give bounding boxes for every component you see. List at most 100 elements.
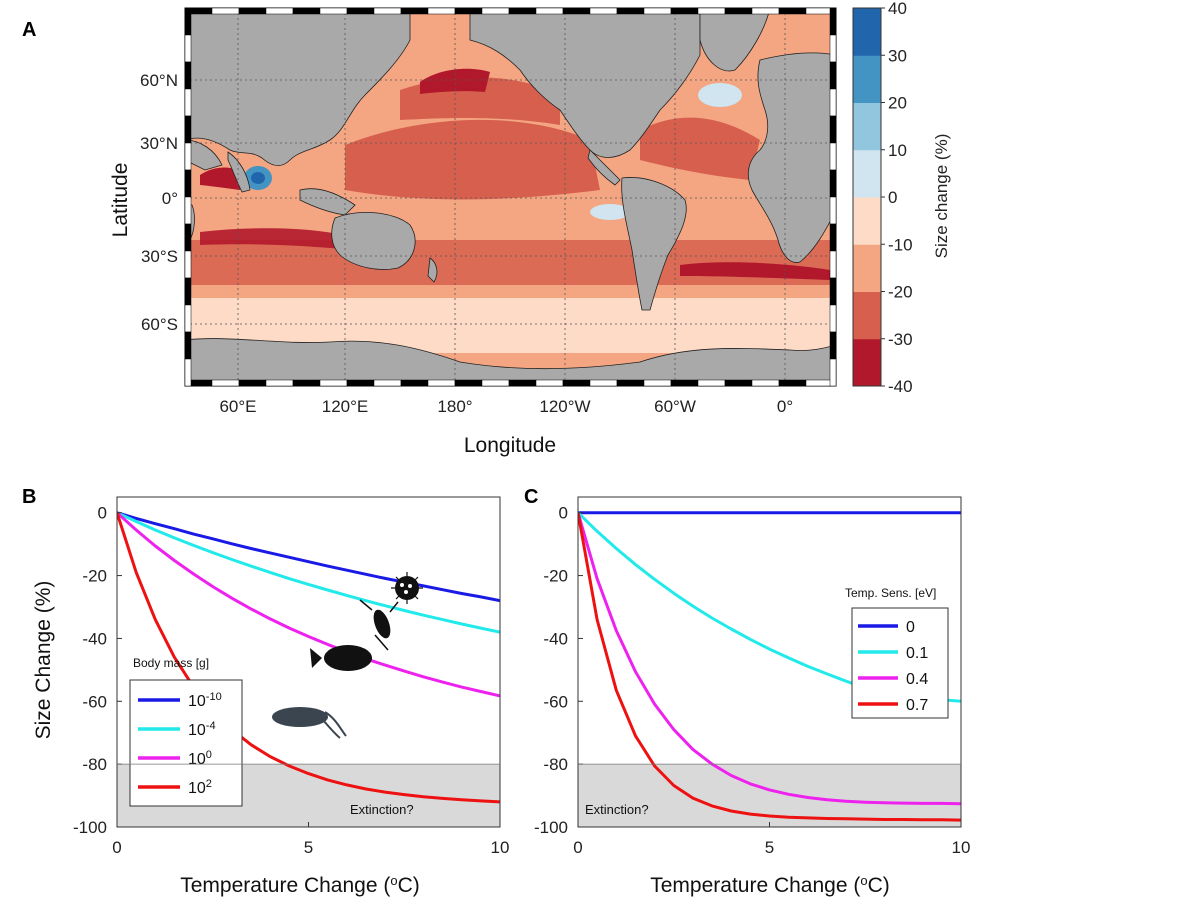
colorbar-tick-label: -40 (888, 377, 913, 396)
legend-label: 102 (188, 778, 212, 797)
border-segment (400, 7, 429, 15)
border-segment (184, 169, 192, 198)
south-atlantic-strong (680, 262, 830, 280)
map-lon-tick-label: 120°E (322, 397, 369, 416)
border-segment (184, 250, 192, 279)
border-segment (535, 7, 564, 15)
border-segment (184, 277, 192, 306)
y-tick-label: 0 (98, 504, 107, 523)
border-segment (319, 7, 348, 15)
border-segment (454, 379, 483, 387)
bay-of-bengal-core (251, 172, 265, 184)
border-segment (238, 379, 267, 387)
border-segment (697, 7, 726, 15)
colorbar-tick-label: 10 (888, 141, 907, 160)
asia-land (185, 8, 411, 167)
colorbar-swatch (853, 8, 881, 56)
border-segment (670, 7, 699, 15)
x-tick-label: 0 (112, 838, 121, 857)
border-segment (829, 169, 837, 198)
border-segment (724, 7, 753, 15)
legend-label: 0.1 (906, 645, 928, 662)
border-segment (481, 379, 510, 387)
border-segment (829, 277, 837, 306)
border-segment (829, 331, 837, 360)
map-lon-tick-label: 120°W (539, 397, 590, 416)
map-lat-tick-label: 60°N (140, 71, 178, 90)
indian-ocean-band (200, 228, 360, 250)
border-segment (184, 142, 192, 171)
x-tick-label: 5 (304, 838, 313, 857)
legend-label: 10-10 (188, 691, 222, 710)
border-segment (184, 196, 192, 225)
x-tick-label: 5 (765, 838, 774, 857)
border-segment (427, 7, 456, 15)
y-tick-label: -80 (82, 755, 107, 774)
colorbar-swatch (853, 244, 881, 292)
y-tick-label: -40 (82, 629, 107, 648)
brazil-positive (590, 204, 630, 220)
map-lon-tick-label: 60°E (219, 397, 256, 416)
legend-label: 10-4 (188, 720, 216, 739)
border-segment (829, 250, 837, 279)
series-line-10--10 (117, 511, 500, 603)
border-segment (829, 304, 837, 333)
colorbar-tick-label: -10 (888, 235, 913, 254)
border-segment (346, 7, 375, 15)
y-tick-label: -80 (543, 755, 568, 774)
colorbar-swatch (853, 149, 881, 198)
border-segment (829, 358, 837, 387)
map-lat-tick-label: 30°S (141, 247, 178, 266)
border-segment (805, 379, 834, 387)
border-segment (319, 379, 348, 387)
border-segment (184, 7, 192, 36)
border-segment (292, 7, 321, 15)
border-segment (184, 34, 192, 63)
map-lon-ticks: 60°E 120°E 180° 120°W 60°W 0° (219, 397, 793, 416)
labrador-positive (698, 83, 742, 107)
map-lon-tick-label: 180° (437, 397, 472, 416)
xlabel-b: Temperature Change (oC) (180, 873, 420, 898)
legend-label: 0.4 (906, 671, 928, 688)
border-segment (211, 379, 240, 387)
border-segment (184, 115, 192, 144)
border-segment (778, 7, 807, 15)
border-segment (829, 196, 837, 225)
legend-c: 0 0.1 0.4 0.7 (858, 619, 928, 714)
border-segment (265, 7, 294, 15)
border-segment (508, 379, 537, 387)
border-segment (184, 331, 192, 360)
legend-label: 0.7 (906, 697, 928, 714)
border-segment (829, 142, 837, 171)
panel-label-c: C (524, 486, 538, 508)
central-america-land (587, 149, 621, 186)
border-segment (751, 379, 780, 387)
south-america-land (621, 177, 687, 311)
australia-land (331, 212, 416, 270)
border-segment (616, 379, 645, 387)
border-segment (751, 7, 780, 15)
border-segment (373, 379, 402, 387)
y-tick-label: -60 (82, 692, 107, 711)
map-lat-tick-label: 60°S (141, 315, 178, 334)
y-tick-label: -20 (543, 567, 568, 586)
colorbar-tick-label: -20 (888, 283, 913, 302)
legend-title-b: Body mass [g] (133, 656, 209, 670)
plankton-silhouette (391, 572, 423, 604)
map-lon-tick-label: 0° (777, 397, 793, 416)
extinction-band-c (578, 764, 961, 827)
border-segment (643, 7, 672, 15)
border-segment (562, 379, 591, 387)
map-lon-tick-label: 60°W (654, 397, 696, 416)
map-lat-tick-label: 30°N (140, 134, 178, 153)
colorbar-tick-label: 0 (888, 188, 897, 207)
india-land (227, 151, 251, 193)
ocean-size-change-map: 60°N30°N0°30°S60°S 60°E 120°E 180° 120°W 60°… (109, 7, 837, 457)
border-segment (805, 7, 834, 15)
north-atlantic-band (640, 117, 760, 180)
krill-silhouette (359, 599, 399, 651)
y-tick-label: -40 (543, 629, 568, 648)
colorbar-swatch (853, 338, 881, 387)
land-masses (185, 8, 836, 386)
